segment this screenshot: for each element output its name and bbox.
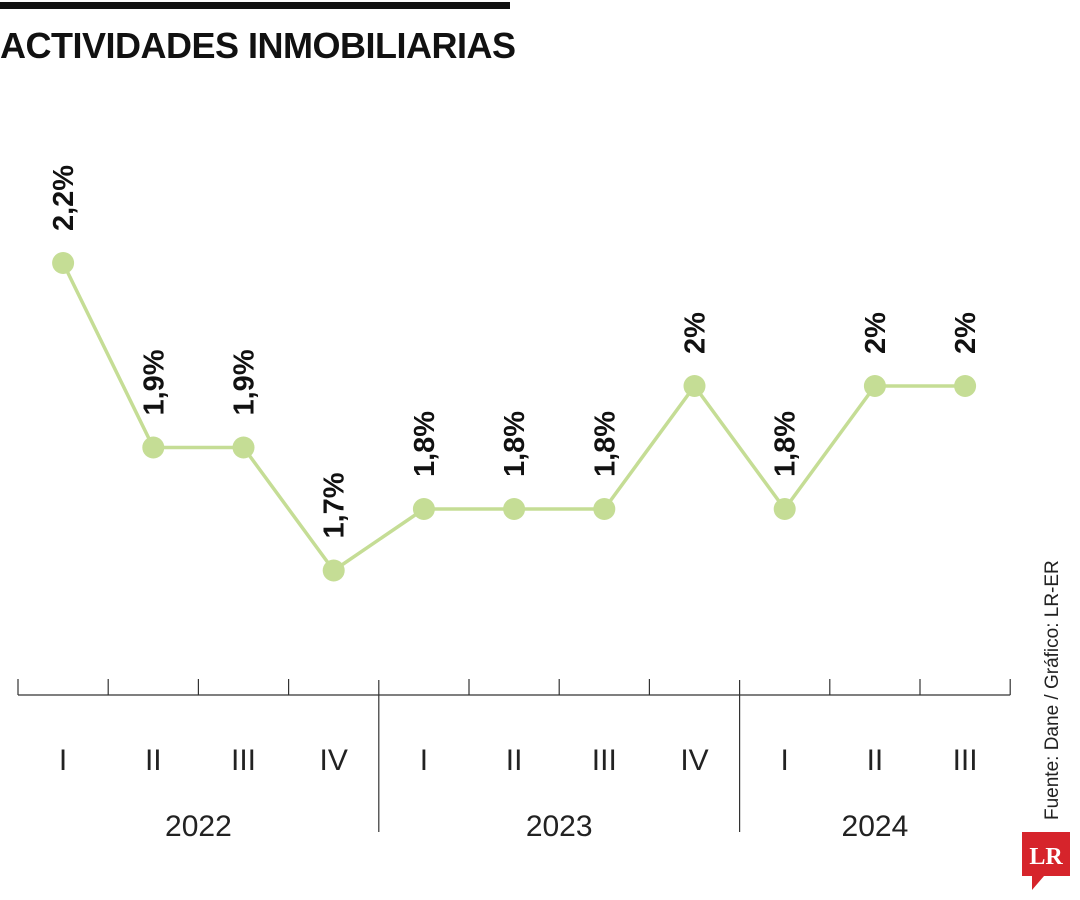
data-label: 1,8%: [409, 411, 441, 477]
year-label: 2022: [165, 810, 232, 843]
data-label: 2%: [680, 312, 712, 354]
x-tick-label: III: [592, 744, 617, 777]
x-tick-label: II: [506, 744, 523, 777]
x-tick-label: I: [420, 744, 428, 777]
data-label: 2%: [860, 312, 892, 354]
x-tick-label: IV: [320, 744, 348, 777]
data-point: [683, 375, 706, 397]
data-points: [52, 252, 977, 582]
lr-logo: LR: [1022, 832, 1070, 890]
data-point: [503, 498, 526, 520]
logo-text: LR: [1029, 844, 1063, 870]
data-label: 2,2%: [48, 165, 80, 231]
data-point: [52, 252, 75, 274]
data-point: [412, 498, 435, 520]
data-label: 1,7%: [319, 472, 351, 538]
title-rule: [0, 2, 510, 9]
data-label: 1,8%: [770, 411, 802, 477]
data-point: [863, 375, 886, 397]
x-tick-label: IV: [680, 744, 708, 777]
data-label: 1,8%: [589, 411, 621, 477]
x-tick-label: III: [953, 744, 978, 777]
data-point: [142, 436, 165, 459]
x-tick-label: II: [867, 744, 884, 777]
data-point: [593, 498, 616, 520]
source-note: Fuente: Dane / Gráfico: LR-ER: [1042, 560, 1063, 820]
data-label: 1,8%: [499, 411, 531, 477]
data-labels: 2,2% 1,9% 1,9% 1,7% 1,8% 1,8% 1,8% 2% 1,8% 2% 2%: [48, 165, 982, 539]
year-label: 2024: [842, 810, 909, 843]
year-label: 2023: [526, 810, 593, 843]
data-point: [954, 375, 977, 397]
x-tick-label: II: [145, 744, 162, 777]
data-label: 1,9%: [138, 349, 170, 415]
data-point: [773, 498, 796, 520]
x-tick-label: I: [781, 744, 789, 777]
data-point: [232, 436, 255, 459]
data-label: 1,9%: [229, 349, 261, 415]
data-point: [322, 559, 345, 582]
chart-title: ACTIVIDADES INMOBILIARIAS: [0, 25, 516, 66]
x-tick-label: I: [59, 744, 67, 777]
data-label: 2%: [950, 312, 982, 354]
x-tick-label: III: [231, 744, 256, 777]
